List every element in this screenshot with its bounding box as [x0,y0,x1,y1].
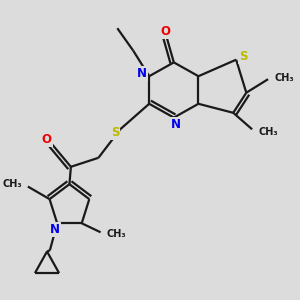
Text: N: N [171,118,181,131]
Text: S: S [111,126,119,140]
Text: O: O [42,133,52,146]
Text: CH₃: CH₃ [274,73,294,83]
Text: O: O [160,25,170,38]
Text: CH₃: CH₃ [2,178,22,188]
Text: S: S [239,50,248,63]
Text: CH₃: CH₃ [106,229,126,239]
Text: N: N [50,224,60,236]
Text: CH₃: CH₃ [259,127,278,137]
Text: N: N [137,67,147,80]
